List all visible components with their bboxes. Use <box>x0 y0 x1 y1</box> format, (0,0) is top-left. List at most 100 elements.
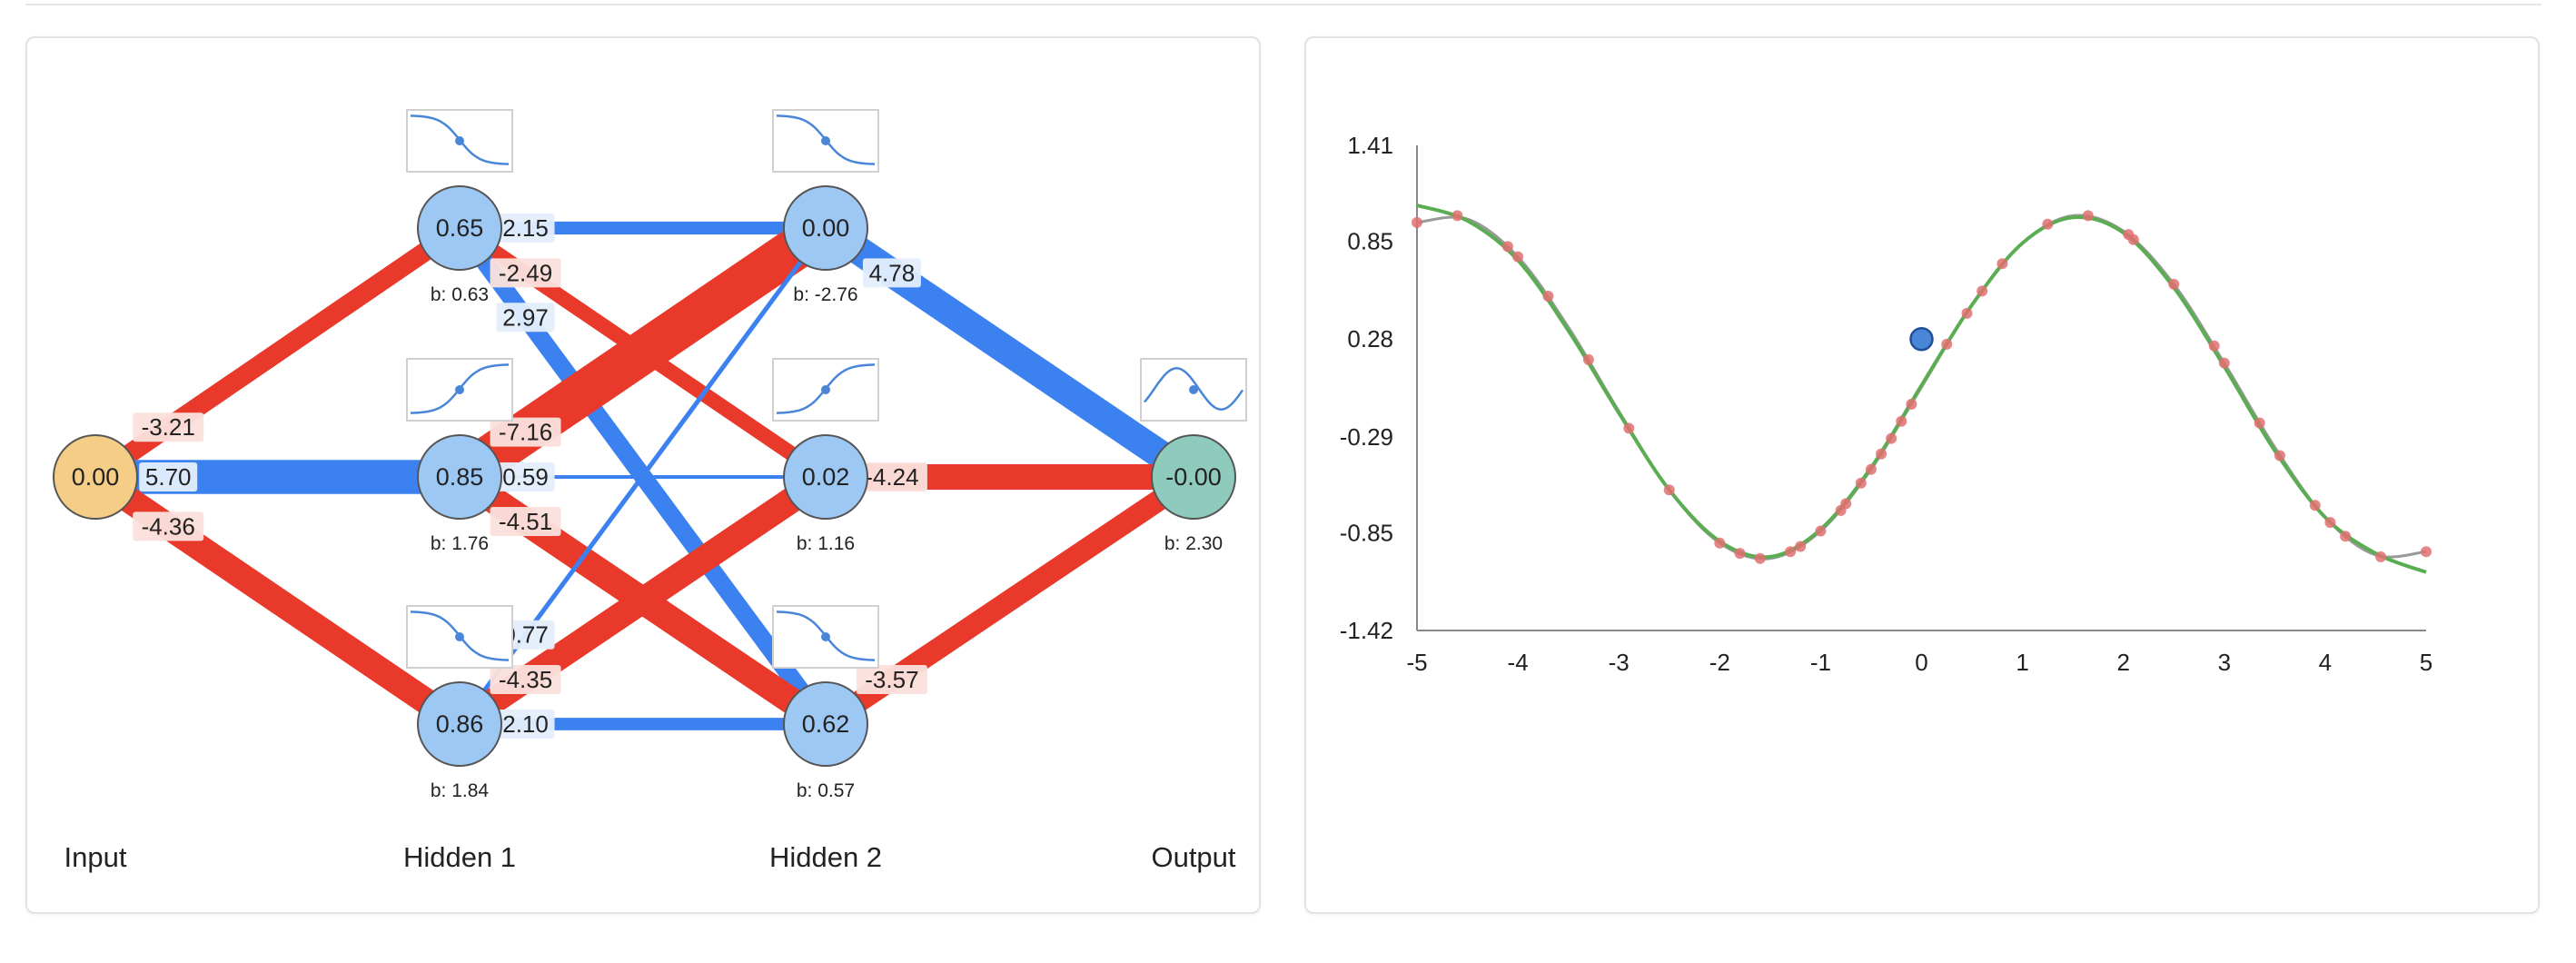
node-value: 0.65 <box>436 214 484 242</box>
sample-point <box>1412 216 1422 228</box>
node-bias: b: 0.63 <box>431 284 489 305</box>
y-tick-label: 0.28 <box>1347 325 1393 352</box>
network-diagram: -3.21 5.70 -4.36 2.15 -2.49 2.97 -7.16 0.59 -4.5… <box>53 109 1247 873</box>
sample-point <box>2254 417 2265 429</box>
weight-label-h2a-out: 4.78 <box>862 258 921 288</box>
weight-label-h1b-h2a: -7.16 <box>490 417 561 447</box>
sample-point <box>1754 552 1766 564</box>
sample-point <box>2309 500 2321 511</box>
weight-label-h2b-out: -4.24 <box>856 462 927 491</box>
node-bias: b: -2.76 <box>793 284 857 305</box>
node-bias: b: 0.57 <box>797 780 855 801</box>
node-h1a[interactable]: 0.65 b: 0.63 <box>417 185 502 305</box>
node-in[interactable]: 0.00 <box>53 434 138 520</box>
x-tick-label: -1 <box>1810 649 1831 676</box>
weight-label-h1a-h2b: -2.49 <box>490 258 561 288</box>
sample-point <box>1896 415 1907 427</box>
sample-point <box>2082 210 2094 222</box>
sample-point <box>1663 484 1675 496</box>
weight-value: -4.36 <box>142 512 195 540</box>
weight-label-h1c-h2b: -4.35 <box>490 665 561 695</box>
x-tick-label: 5 <box>2420 649 2432 676</box>
node-bias: b: 1.76 <box>431 533 489 554</box>
y-tick-label: -1.42 <box>1340 617 1393 644</box>
x-tick-label: 2 <box>2116 649 2129 676</box>
sample-point <box>1996 258 2008 270</box>
weight-value: 2.15 <box>502 214 549 242</box>
sample-point <box>1582 353 1594 365</box>
sample-point <box>1815 525 1827 537</box>
sample-point <box>1865 463 1877 475</box>
activation-thumbnail-h2a <box>772 109 879 173</box>
node-h2c[interactable]: 0.62 b: 0.57 <box>783 681 868 801</box>
x-tick-label: -5 <box>1406 649 1427 676</box>
sample-point <box>1501 241 1513 253</box>
sample-point <box>1906 398 1917 410</box>
x-tick-label: -2 <box>1709 649 1730 676</box>
weight-value: 0.59 <box>502 463 549 491</box>
weight-value: 4.78 <box>869 259 916 286</box>
activation-thumbnail-out <box>1140 358 1247 422</box>
activation-thumbnail-h1b <box>406 358 513 422</box>
sample-point <box>2168 278 2180 290</box>
node-value: 0.00 <box>72 463 120 491</box>
sample-point <box>1734 548 1746 560</box>
y-tick-label: -0.85 <box>1340 519 1393 546</box>
sample-point <box>1795 541 1807 552</box>
query-point-marker[interactable] <box>1909 326 1934 352</box>
sample-point <box>1623 422 1635 434</box>
sample-point <box>1961 307 1973 319</box>
sample-point <box>2324 517 2336 529</box>
weight-value: -4.35 <box>499 666 552 693</box>
x-tick-label: -3 <box>1609 649 1630 676</box>
top-divider <box>25 0 2541 5</box>
node-bias: b: 1.84 <box>431 780 490 801</box>
y-tick-label: 1.41 <box>1347 132 1393 159</box>
node-h1c[interactable]: 0.86 b: 1.84 <box>417 681 502 801</box>
sample-point <box>1785 546 1797 558</box>
weight-value: -3.57 <box>865 666 918 693</box>
node-h2a[interactable]: 0.00 b: -2.76 <box>783 185 868 305</box>
sample-point <box>1512 251 1524 263</box>
weight-value: -4.24 <box>865 463 918 491</box>
weight-value: -2.49 <box>499 259 552 286</box>
node-h2b[interactable]: 0.02 b: 1.16 <box>783 434 868 554</box>
weight-label-h1b-h2b: 0.59 <box>496 462 555 491</box>
activation-thumbnail-h2c <box>772 605 879 669</box>
sample-point <box>2421 546 2432 558</box>
sample-point <box>2208 340 2220 352</box>
weight-value: -3.21 <box>142 413 195 441</box>
sample-point <box>2042 218 2054 230</box>
sample-point <box>1451 210 1463 222</box>
node-value: 0.85 <box>436 463 484 491</box>
node-value: 0.62 <box>802 710 850 738</box>
weight-label-h1b-h2c: -4.51 <box>490 506 561 536</box>
node-bias: b: 1.16 <box>797 533 855 554</box>
sample-point <box>1876 448 1887 460</box>
node-value: 0.02 <box>802 463 850 491</box>
weight-label-h1a-h2a: 2.15 <box>496 213 555 243</box>
sample-point <box>1542 291 1554 303</box>
weight-label-h1c-h2c: 2.10 <box>496 710 555 739</box>
sample-point <box>1855 477 1867 489</box>
layer-label-hidden-1: Hidden 1 <box>403 841 516 873</box>
weight-value: -4.51 <box>499 508 552 535</box>
sample-point <box>2127 233 2139 245</box>
weight-label-h1a-h2c: 2.97 <box>496 303 555 333</box>
sample-point <box>1977 285 1988 297</box>
sample-point <box>1886 432 1897 444</box>
node-out[interactable]: -0.00 b: 2.30 <box>1151 434 1236 554</box>
x-tick-label: 0 <box>1915 649 1927 676</box>
function-plot-panel: -5 -4 -3 -2 -1 0 1 2 3 4 5 1.41 0.85 0.28 -0.29 -0.85 -1… <box>1304 36 2540 914</box>
activation-thumbnail-h1a <box>406 109 513 173</box>
sample-point <box>2340 531 2352 542</box>
weight-value: 2.97 <box>502 303 549 331</box>
node-bias: b: 2.30 <box>1164 533 1223 554</box>
weight-label-h2c-out: -3.57 <box>856 665 927 695</box>
y-tick-label: 0.85 <box>1347 228 1393 255</box>
node-h1b[interactable]: 0.85 b: 1.76 <box>417 434 502 554</box>
weight-value: 5.70 <box>145 463 192 491</box>
sample-point <box>1714 537 1726 549</box>
weight-label-in-h1b: 5.70 <box>139 462 198 491</box>
x-tick-label: 3 <box>2218 649 2231 676</box>
